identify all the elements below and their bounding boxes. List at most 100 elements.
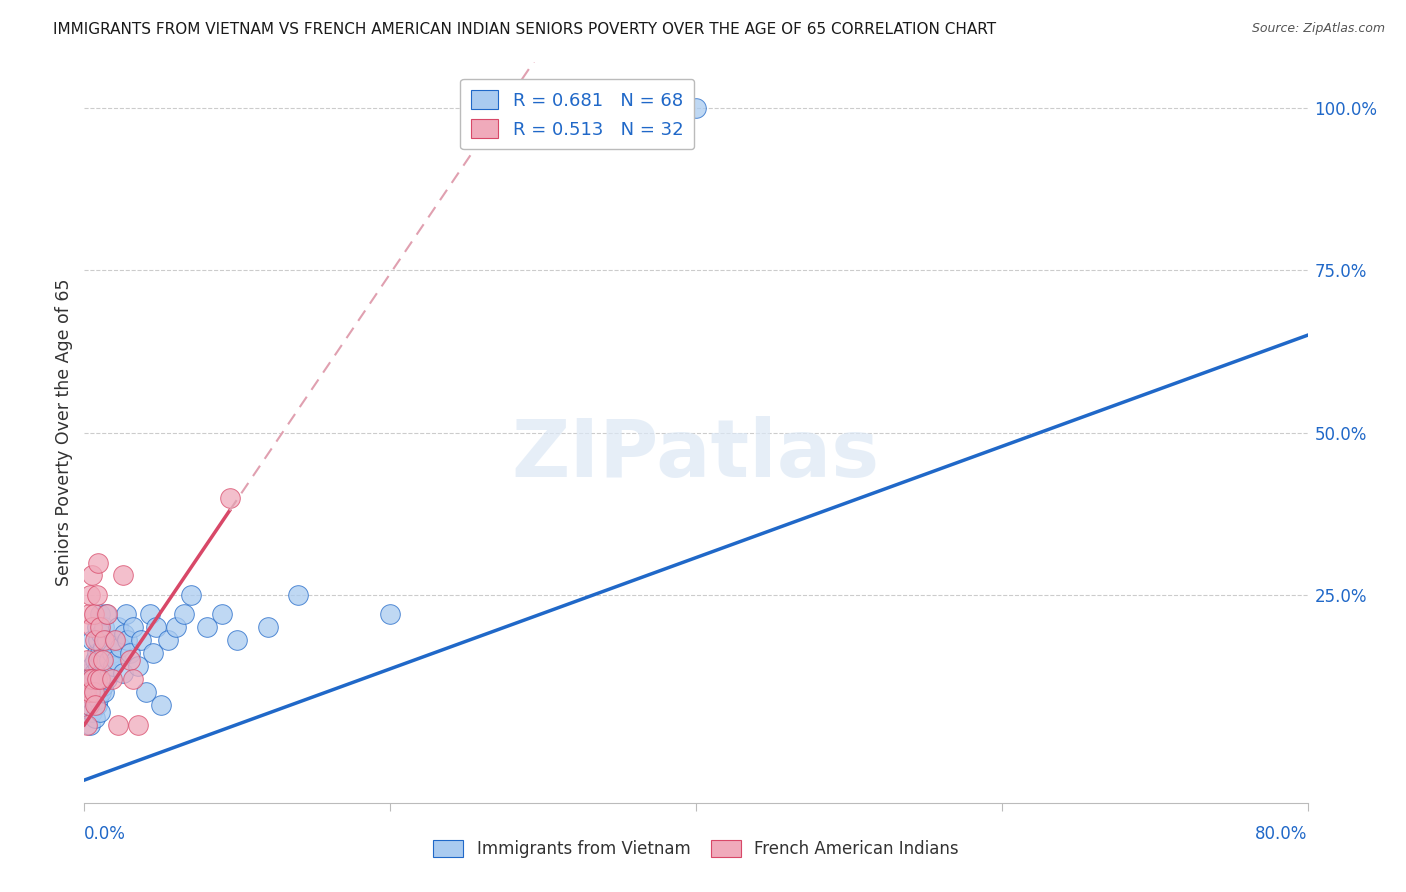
Point — [120, 653, 142, 667]
Y-axis label: Seniors Poverty Over the Age of 65: Seniors Poverty Over the Age of 65 — [55, 279, 73, 586]
Point — [115, 633, 138, 648]
Text: ZIPatlas: ZIPatlas — [512, 416, 880, 494]
Point — [165, 620, 187, 634]
Point — [84, 698, 107, 713]
Point — [103, 659, 125, 673]
Point — [218, 491, 240, 505]
Point — [87, 692, 110, 706]
Point — [80, 673, 103, 687]
Point — [120, 647, 142, 661]
Point — [84, 685, 107, 699]
Point — [90, 685, 112, 699]
Text: 80.0%: 80.0% — [1256, 824, 1308, 843]
Point — [105, 653, 128, 667]
Point — [76, 653, 98, 667]
Point — [89, 673, 111, 687]
Point — [107, 718, 129, 732]
Point — [226, 633, 249, 648]
Point — [111, 665, 134, 680]
Point — [107, 620, 129, 634]
Point — [685, 101, 707, 115]
Point — [77, 607, 100, 622]
Point — [86, 620, 108, 634]
Point — [91, 640, 114, 654]
Point — [135, 685, 157, 699]
Point — [77, 665, 100, 680]
Point — [79, 718, 101, 732]
Point — [104, 633, 127, 648]
Point — [129, 633, 152, 648]
Text: Source: ZipAtlas.com: Source: ZipAtlas.com — [1251, 22, 1385, 36]
Point — [80, 633, 103, 648]
Point — [76, 718, 98, 732]
Point — [80, 620, 103, 634]
Point — [211, 607, 233, 622]
Point — [96, 673, 118, 687]
Point — [83, 665, 105, 680]
Text: 0.0%: 0.0% — [84, 824, 127, 843]
Point — [97, 653, 120, 667]
Point — [114, 607, 136, 622]
Point — [86, 698, 108, 713]
Point — [89, 647, 111, 661]
Legend: Immigrants from Vietnam, French American Indians: Immigrants from Vietnam, French American… — [427, 833, 965, 865]
Point — [89, 673, 111, 687]
Point — [139, 607, 162, 622]
Point — [91, 653, 114, 667]
Point — [122, 620, 145, 634]
Point — [80, 659, 103, 673]
Point — [94, 665, 117, 680]
Point — [149, 698, 172, 713]
Point — [93, 633, 115, 648]
Text: IMMIGRANTS FROM VIETNAM VS FRENCH AMERICAN INDIAN SENIORS POVERTY OVER THE AGE O: IMMIGRANTS FROM VIETNAM VS FRENCH AMERIC… — [53, 22, 997, 37]
Point — [93, 685, 115, 699]
Point — [91, 679, 114, 693]
Point — [89, 705, 111, 719]
Point — [122, 673, 145, 687]
Point — [87, 633, 110, 648]
Point — [111, 568, 134, 582]
Point — [96, 607, 118, 622]
Point — [86, 673, 108, 687]
Point — [80, 705, 103, 719]
Point — [77, 673, 100, 687]
Point — [89, 620, 111, 634]
Point — [80, 685, 103, 699]
Point — [77, 698, 100, 713]
Point — [94, 607, 117, 622]
Point — [76, 685, 98, 699]
Point — [84, 633, 107, 648]
Point — [257, 620, 280, 634]
Point — [127, 718, 149, 732]
Point — [180, 588, 202, 602]
Point — [84, 711, 107, 725]
Point — [79, 588, 101, 602]
Point — [87, 653, 110, 667]
Point — [127, 659, 149, 673]
Point — [195, 620, 218, 634]
Point — [101, 673, 124, 687]
Point — [83, 692, 105, 706]
Point — [86, 588, 108, 602]
Point — [86, 647, 108, 661]
Point — [79, 673, 101, 687]
Point — [79, 685, 101, 699]
Point — [380, 607, 402, 622]
Point — [96, 633, 118, 648]
Point — [89, 607, 111, 622]
Point — [87, 659, 110, 673]
Point — [145, 620, 167, 634]
Point — [90, 653, 112, 667]
Point — [80, 568, 103, 582]
Point — [83, 607, 105, 622]
Point — [142, 647, 165, 661]
Point — [104, 633, 127, 648]
Point — [112, 627, 135, 641]
Point — [77, 698, 100, 713]
Point — [86, 673, 108, 687]
Point — [173, 607, 195, 622]
Point — [93, 620, 115, 634]
Point — [84, 653, 107, 667]
Point — [287, 588, 309, 602]
Point — [87, 556, 110, 570]
